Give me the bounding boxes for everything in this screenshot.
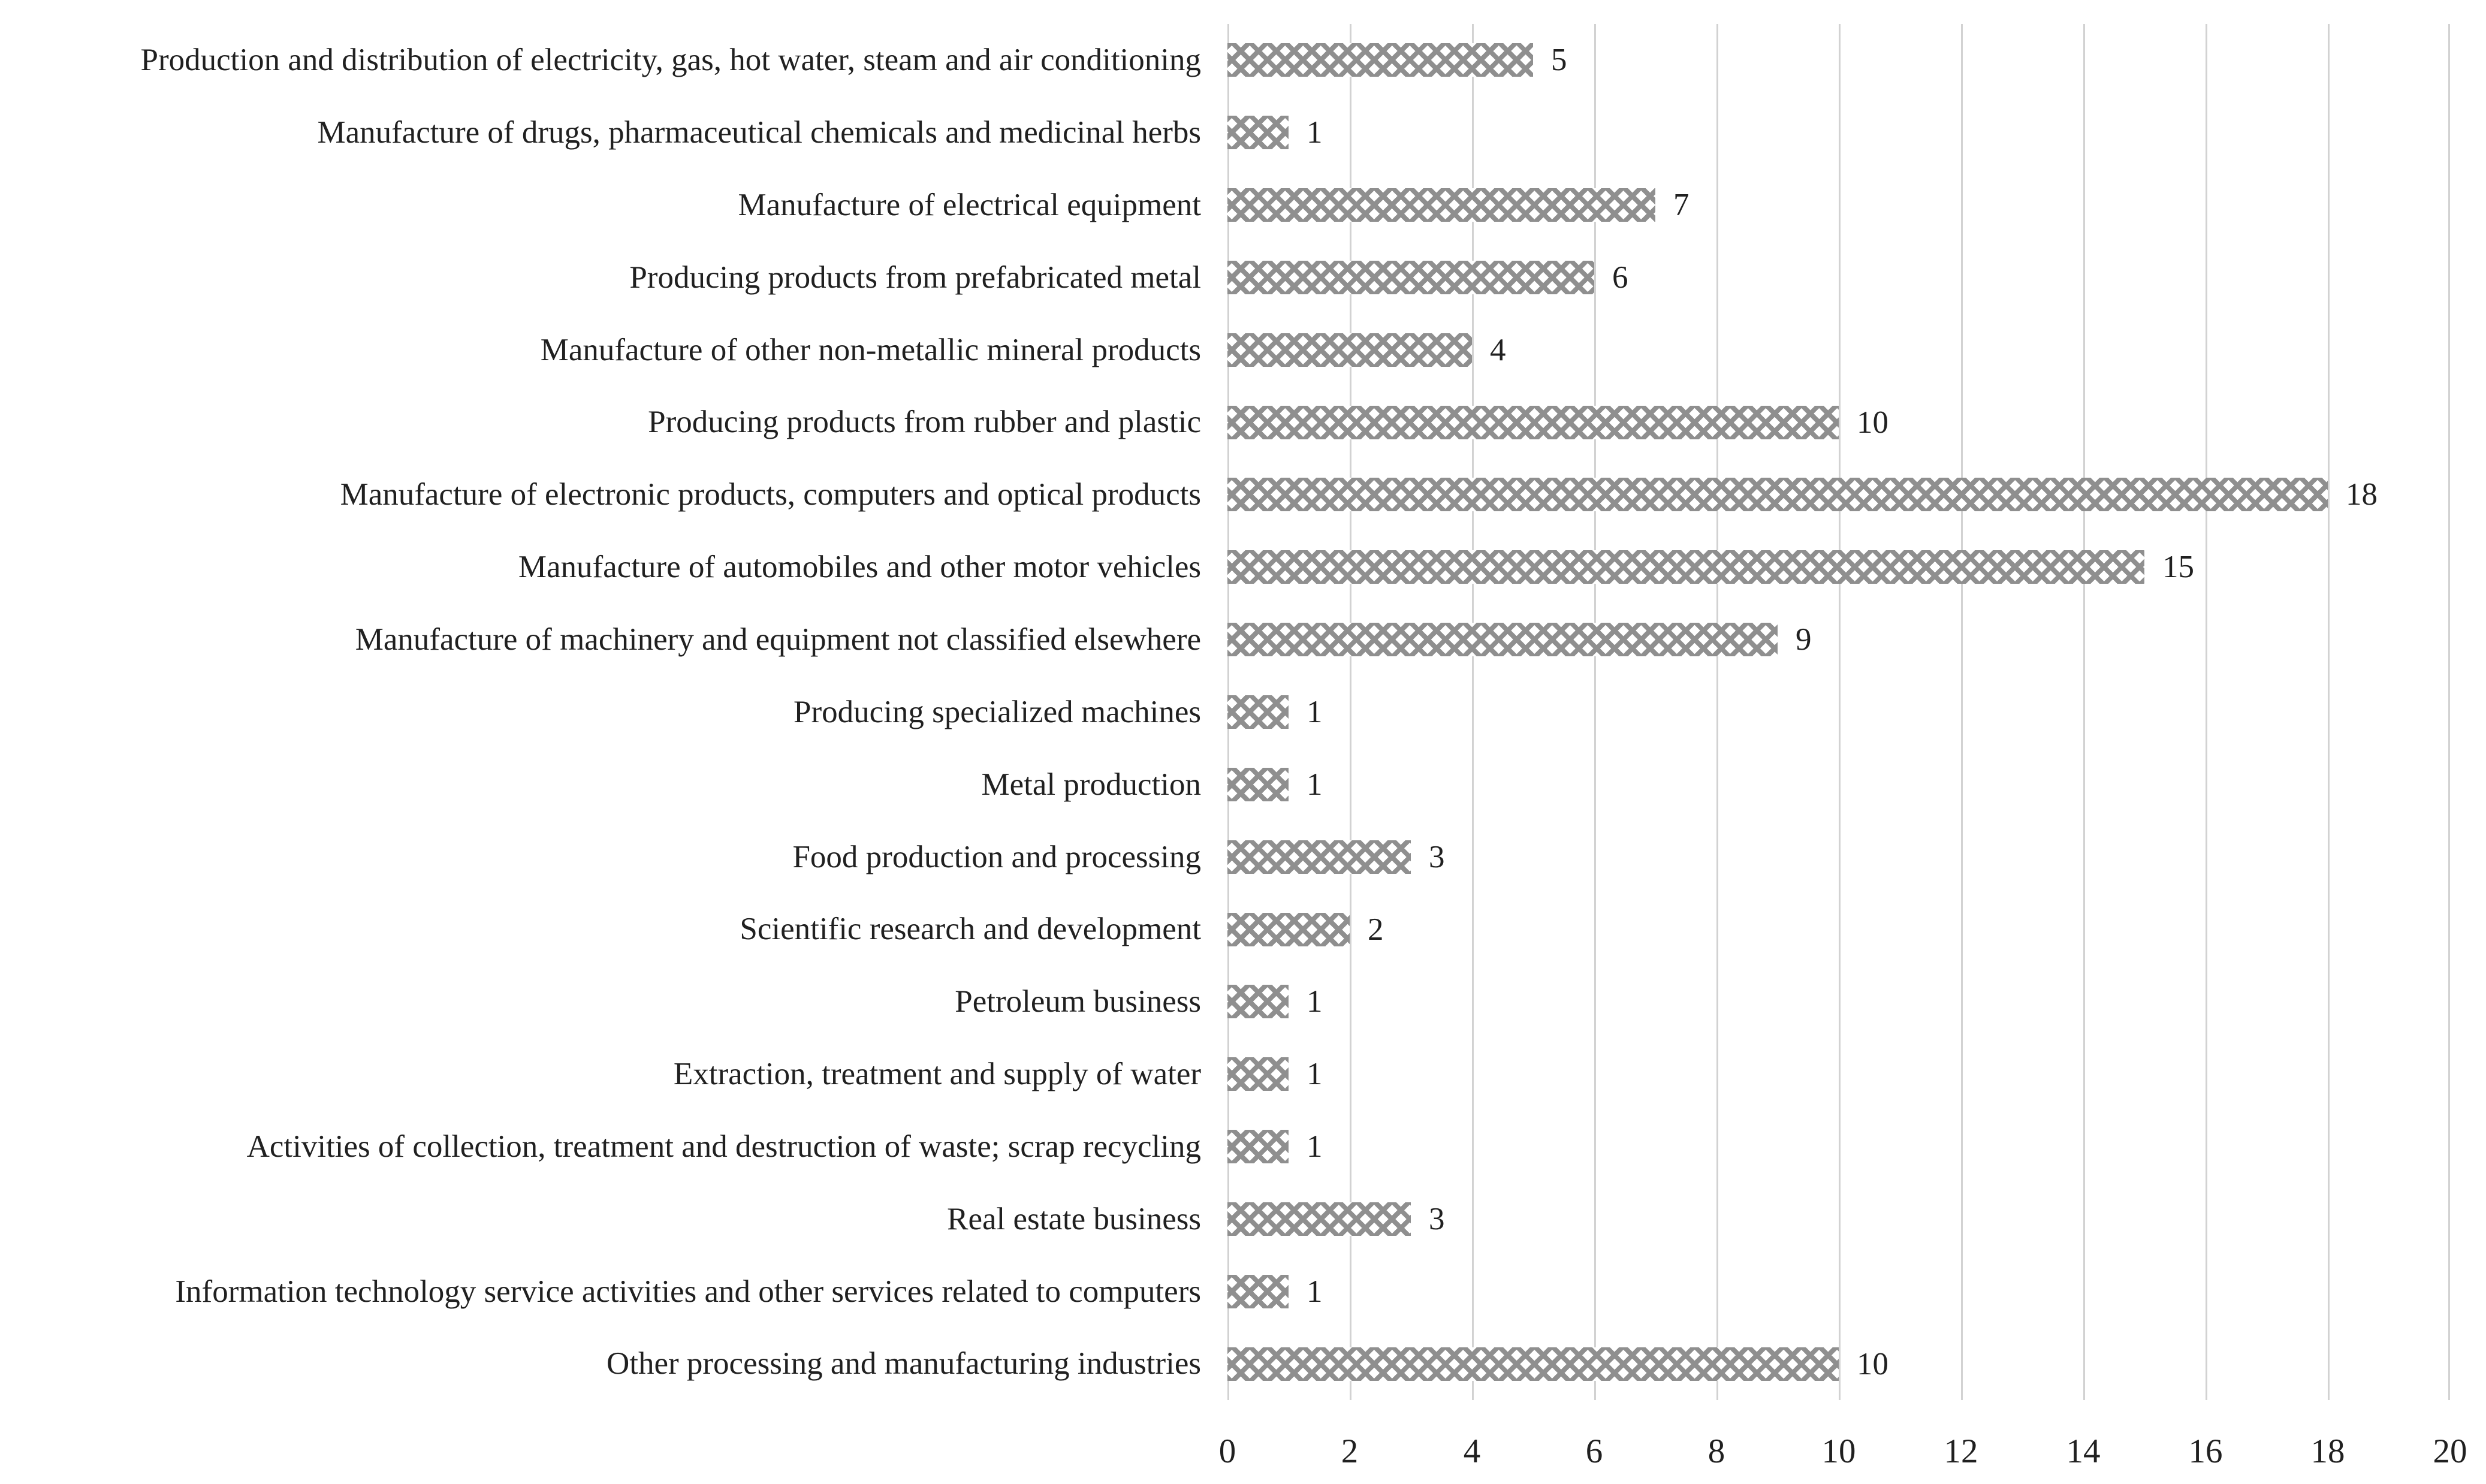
value-label: 1: [1307, 1274, 1323, 1309]
value-label: 3: [1429, 839, 1445, 874]
category-label: Manufacture of drugs, pharmaceutical che…: [317, 115, 1201, 150]
bar: [1227, 260, 1594, 294]
bar-row: 3: [1227, 821, 2450, 893]
value-label: 1: [1307, 115, 1323, 150]
plot-area: 5 1 7 6 4 10 18 15 9 1 1 3 2 1 1 1 3 1 1…: [1227, 24, 2450, 1400]
bar-row: 5: [1227, 24, 2450, 96]
value-label: 10: [1857, 405, 1888, 440]
value-label: 1: [1307, 984, 1323, 1020]
value-label: 15: [2162, 550, 2194, 585]
x-axis-tick-label: 10: [1821, 1432, 1856, 1470]
bar-row: 1: [1227, 1255, 2450, 1328]
bar: [1227, 623, 1778, 657]
bar-row: 6: [1227, 242, 2450, 314]
x-axis-tick-label: 2: [1341, 1432, 1359, 1470]
value-label: 6: [1612, 260, 1628, 295]
x-axis-tick-label: 6: [1585, 1432, 1603, 1470]
category-label: Food production and processing: [792, 839, 1201, 874]
bar: [1227, 405, 1839, 439]
value-label: 1: [1307, 1129, 1323, 1165]
value-label: 4: [1490, 332, 1506, 367]
bar-row: 15: [1227, 531, 2450, 604]
value-label: 9: [1796, 622, 1812, 657]
bar: [1227, 1202, 1411, 1236]
x-axis-tick-label: 8: [1707, 1432, 1725, 1470]
value-label: 10: [1857, 1346, 1888, 1382]
category-label: Manufacture of electrical equipment: [738, 187, 1201, 222]
category-label: Metal production: [981, 767, 1202, 802]
bar-row: 10: [1227, 386, 2450, 459]
bar: [1227, 43, 1533, 77]
category-label: Information technology service activitie…: [175, 1274, 1201, 1309]
category-label: Manufacture of electronic products, comp…: [340, 477, 1201, 512]
bar-row: 9: [1227, 604, 2450, 676]
bar-row: 1: [1227, 1111, 2450, 1183]
category-label: Manufacture of other non-metallic minera…: [540, 332, 1201, 367]
value-label: 2: [1368, 912, 1384, 947]
category-axis: Production and distribution of electrici…: [0, 24, 1201, 1400]
value-label: 3: [1429, 1201, 1445, 1236]
category-label: Extraction, treatment and supply of wate…: [673, 1057, 1201, 1092]
category-label: Producing products from rubber and plast…: [648, 405, 1201, 440]
value-label: 5: [1551, 43, 1567, 78]
bar: [1227, 116, 1289, 150]
bar: [1227, 478, 2328, 512]
bar: [1227, 333, 1472, 367]
value-label: 1: [1307, 767, 1323, 802]
bar-row: 4: [1227, 313, 2450, 386]
category-label: Producing products from prefabricated me…: [629, 260, 1201, 295]
bar: [1227, 912, 1350, 946]
x-axis-tick-label: 14: [2066, 1432, 2101, 1470]
bar: [1227, 695, 1289, 729]
bar-row: 7: [1227, 169, 2450, 242]
bar-row: 1: [1227, 96, 2450, 169]
category-label: Real estate business: [947, 1201, 1201, 1236]
bar: [1227, 840, 1411, 874]
x-axis-tick-label: 16: [2188, 1432, 2223, 1470]
value-label: 1: [1307, 694, 1323, 729]
category-label: Production and distribution of electrici…: [140, 43, 1201, 78]
bar: [1227, 1347, 1839, 1381]
bar-row: 2: [1227, 893, 2450, 966]
x-axis: 0 2 4 6 8 10 12 14 16 18 20: [1219, 1418, 2467, 1484]
bar-row: 18: [1227, 459, 2450, 531]
bar-row: 1: [1227, 676, 2450, 749]
bar-rows: 5 1 7 6 4 10 18 15 9 1 1 3 2 1 1 1 3 1 1…: [1227, 24, 2450, 1400]
bar-row: 3: [1227, 1183, 2450, 1255]
x-axis-tick-label: 4: [1463, 1432, 1481, 1470]
bar-row: 1: [1227, 966, 2450, 1038]
category-label: Manufacture of machinery and equipment n…: [355, 622, 1201, 657]
value-label: 18: [2346, 477, 2378, 512]
x-axis-tick-label: 18: [2310, 1432, 2345, 1470]
bar-row: 10: [1227, 1328, 2450, 1400]
category-label: Other processing and manufacturing indus…: [606, 1346, 1201, 1382]
bar: [1227, 1057, 1289, 1091]
category-label: Petroleum business: [955, 984, 1201, 1020]
gridline-right-edge: [2448, 24, 2450, 1400]
x-axis-tick-label: 12: [1944, 1432, 1978, 1470]
bar: [1227, 1130, 1289, 1164]
bar: [1227, 550, 2144, 584]
category-label: Manufacture of automobiles and other mot…: [518, 550, 1201, 585]
x-axis-tick-label: 0: [1218, 1432, 1236, 1470]
category-label: Activities of collection, treatment and …: [246, 1129, 1201, 1164]
bar: [1227, 985, 1289, 1019]
bar: [1227, 767, 1289, 801]
value-label: 7: [1673, 188, 1689, 223]
value-label: 1: [1307, 1057, 1323, 1092]
bar-row: 1: [1227, 1038, 2450, 1111]
category-label: Producing specialized machines: [794, 694, 1201, 729]
bar: [1227, 1274, 1289, 1308]
x-axis-tick-label: 20: [2433, 1432, 2467, 1470]
category-label: Scientific research and development: [740, 912, 1201, 947]
bar-row: 1: [1227, 748, 2450, 821]
bar: [1227, 188, 1655, 222]
